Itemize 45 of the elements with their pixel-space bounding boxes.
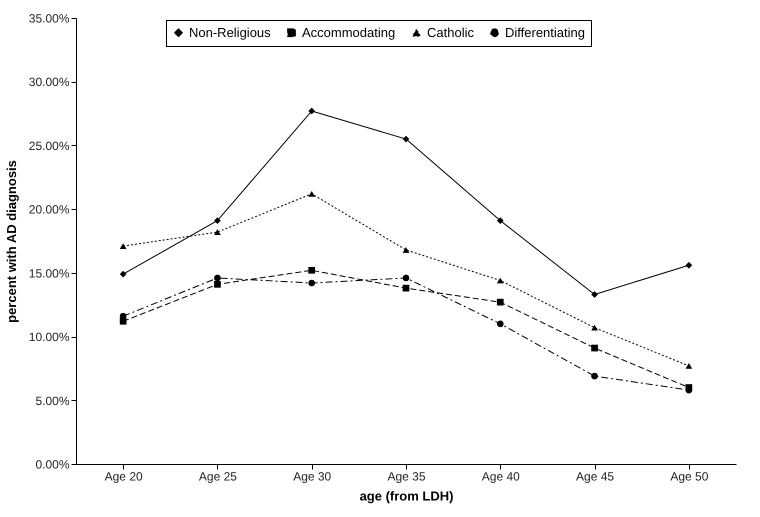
legend-label: Accommodating bbox=[302, 24, 396, 40]
x-tick-label: Age 25 bbox=[198, 470, 238, 484]
x-tick-label: Age 45 bbox=[576, 470, 614, 484]
point bbox=[591, 291, 598, 298]
point bbox=[214, 229, 221, 235]
y-axis-title: percent with AD diagnosis bbox=[4, 160, 19, 323]
point bbox=[496, 320, 504, 328]
point bbox=[402, 136, 410, 142]
point bbox=[496, 217, 504, 224]
point bbox=[402, 247, 410, 253]
y-tick-label: 30.00% bbox=[28, 75, 70, 90]
y-tick-label: 5.00% bbox=[35, 394, 70, 408]
point bbox=[120, 243, 126, 249]
x-tick-label: Age 40 bbox=[482, 470, 520, 484]
point bbox=[686, 362, 692, 369]
legend-label: Catholic bbox=[427, 24, 474, 40]
point bbox=[496, 278, 504, 284]
point bbox=[308, 108, 316, 114]
point bbox=[214, 217, 221, 224]
legend-label: Non-Religious bbox=[189, 24, 272, 40]
point bbox=[214, 280, 221, 288]
x-tick-label: Age 35 bbox=[387, 470, 426, 484]
x-tick-label: Age 50 bbox=[670, 470, 709, 484]
point bbox=[308, 266, 316, 274]
legend-label: Differentiating bbox=[505, 24, 585, 40]
point bbox=[686, 262, 692, 269]
x-tick-label: Age 30 bbox=[293, 470, 332, 484]
point bbox=[402, 274, 410, 282]
point bbox=[308, 280, 316, 286]
x-tick-label: Age 20 bbox=[104, 470, 143, 484]
y-tick-label: 25.00% bbox=[28, 138, 70, 153]
point bbox=[496, 298, 504, 306]
y-tick-label: 10.00% bbox=[28, 330, 70, 344]
point bbox=[591, 372, 598, 380]
y-tick-label: 0.00% bbox=[35, 458, 70, 472]
point bbox=[591, 324, 598, 331]
point bbox=[120, 270, 126, 278]
point bbox=[402, 284, 410, 292]
point bbox=[308, 190, 316, 197]
point bbox=[591, 344, 598, 352]
x-axis-title: age (from LDH) bbox=[360, 488, 454, 504]
point bbox=[214, 274, 221, 282]
y-tick-label: 20.00% bbox=[28, 202, 70, 217]
y-tick-label: 35.00% bbox=[28, 12, 70, 26]
y-tick-label: 15.00% bbox=[28, 266, 70, 280]
